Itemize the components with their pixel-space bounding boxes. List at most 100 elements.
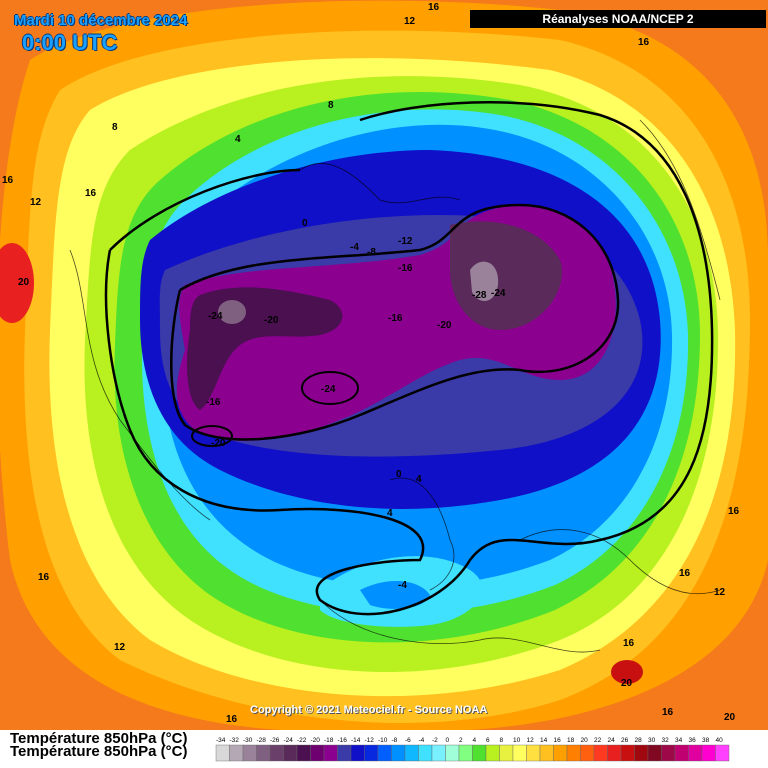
legend-tick-label: 8 xyxy=(500,737,504,744)
legend-tick-label: 36 xyxy=(689,737,697,744)
contour-labels: 16 12 16 8 8 4 16 12 16 20 0 -4 -8 -12 -… xyxy=(2,2,740,725)
legend-color-swatch xyxy=(593,744,608,762)
contour-label: -28 xyxy=(472,290,487,301)
legend-tick-label: 10 xyxy=(513,737,521,744)
map-time: 0:00 UTC xyxy=(22,30,118,55)
legend-tick-label: -4 xyxy=(419,737,425,744)
legend-color-swatch xyxy=(674,744,689,762)
legend-color-swatch xyxy=(580,744,595,762)
warm-cell-arabia xyxy=(611,660,643,684)
legend-color-swatch xyxy=(310,744,325,762)
contour-label: 16 xyxy=(623,638,635,649)
coastlines xyxy=(69,119,721,653)
legend-tick-label: -22 xyxy=(297,737,307,744)
legend-color-swatch xyxy=(553,744,568,762)
legend-tick-label: 16 xyxy=(554,737,562,744)
legend-tick-label: 4 xyxy=(473,737,477,744)
europe-cold-core xyxy=(360,580,430,609)
contour-label: 20 xyxy=(724,712,736,723)
contour-label: 4 xyxy=(235,134,241,145)
legend-tick-label: 6 xyxy=(486,737,490,744)
legend-color-swatch xyxy=(661,744,676,762)
legend-tick-label: -32 xyxy=(230,737,240,744)
legend-tick-label: -2 xyxy=(432,737,438,744)
legend-tick-label: 2 xyxy=(459,737,463,744)
contour-label: 16 xyxy=(38,572,50,583)
contour-label: -4 xyxy=(350,242,359,253)
contour-minus-24 xyxy=(301,371,359,405)
legend-color-swatch xyxy=(458,744,473,762)
legend-tick-label: -16 xyxy=(338,737,348,744)
legend-color-swatch xyxy=(269,744,284,762)
legend-color-swatch xyxy=(418,744,433,762)
legend-color-swatch xyxy=(377,744,392,762)
contour-label: 12 xyxy=(30,197,42,208)
contour-label: -20 xyxy=(437,320,452,331)
legend-color-swatch xyxy=(215,744,230,762)
contour-label: -4 xyxy=(398,580,407,591)
legend-tick-label: 14 xyxy=(540,737,548,744)
warm-cell-pacific xyxy=(0,243,34,323)
contour-label: 0 xyxy=(396,469,402,480)
contour-label: 16 xyxy=(638,37,650,48)
legend-color-swatch xyxy=(323,744,338,762)
legend-tick-label: -6 xyxy=(405,737,411,744)
contour-minus-16 xyxy=(170,203,620,441)
contour-minus-20 xyxy=(191,425,233,447)
contour-label: -20 xyxy=(264,315,279,326)
contour-label: 20 xyxy=(18,277,30,288)
legend-color-swatch xyxy=(337,744,352,762)
contour-label: 16 xyxy=(662,707,674,718)
contour-label: 8 xyxy=(328,100,334,111)
contour-label: 16 xyxy=(428,2,440,13)
legend-color-swatch xyxy=(485,744,500,762)
legend-tick-label: 38 xyxy=(702,737,710,744)
legend-color-swatch xyxy=(526,744,541,762)
legend-tick-label: -10 xyxy=(378,737,388,744)
contour-label: -16 xyxy=(388,313,403,324)
legend-color-swatch xyxy=(499,744,514,762)
contour-label: 16 xyxy=(679,568,691,579)
legend-title-line: Température 850hPa (°C) xyxy=(10,730,188,747)
contour-label: -12 xyxy=(398,236,413,247)
contour-label: -16 xyxy=(398,263,413,274)
data-source-label: Réanalyses NOAA/NCEP 2 xyxy=(470,10,766,28)
legend-color-swatch xyxy=(647,744,662,762)
legend-tick-label: -28 xyxy=(257,737,267,744)
siberia-core xyxy=(450,221,562,330)
legend-tick-label: 18 xyxy=(567,737,575,744)
temperature-map: 16 12 16 8 8 4 16 12 16 20 0 -4 -8 -12 -… xyxy=(0,0,768,730)
legend-tick-label: 26 xyxy=(621,737,629,744)
legend-tick-label: 32 xyxy=(662,737,670,744)
copyright-notice: Copyright © 2021 Meteociel.fr - Source N… xyxy=(250,704,488,716)
legend-tick-label: 40 xyxy=(716,737,724,744)
contour-label: -16 xyxy=(206,397,221,408)
legend-color-swatch xyxy=(701,744,716,762)
legend-color-swatch xyxy=(283,744,298,762)
legend-tick-label: -20 xyxy=(311,737,321,744)
legend-tick-label: -34 xyxy=(216,737,226,744)
contour-label: -20 xyxy=(211,438,226,449)
legend-color-swatch xyxy=(256,744,271,762)
legend-color-swatch xyxy=(431,744,446,762)
legend-color-swatch xyxy=(688,744,703,762)
legend-color-swatch xyxy=(350,744,365,762)
contour-label: -24 xyxy=(321,384,336,395)
contour-label: 20 xyxy=(621,678,633,689)
legend-tick-label: -18 xyxy=(324,737,334,744)
legend-color-swatch xyxy=(364,744,379,762)
contour-label: 16 xyxy=(2,175,14,186)
siberia-coldest xyxy=(470,261,499,302)
legend-color-swatch xyxy=(634,744,649,762)
color-scale: -34 -32 -30 -28 -26 -24 -22 -20 -18 -16 -14 -12 -10-… xyxy=(215,737,730,762)
legend-color-swatch xyxy=(715,744,730,762)
contour-label: 16 xyxy=(226,714,238,725)
legend-tick-label: -30 xyxy=(243,737,253,744)
legend-tick-label: 34 xyxy=(675,737,683,744)
contour-label: -8 xyxy=(367,247,376,258)
legend-tick-label: -24 xyxy=(284,737,294,744)
legend-color-swatch xyxy=(607,744,622,762)
contour-label: 4 xyxy=(416,474,422,485)
contour-0 xyxy=(104,101,714,616)
legend-tick-label: 24 xyxy=(608,737,616,744)
